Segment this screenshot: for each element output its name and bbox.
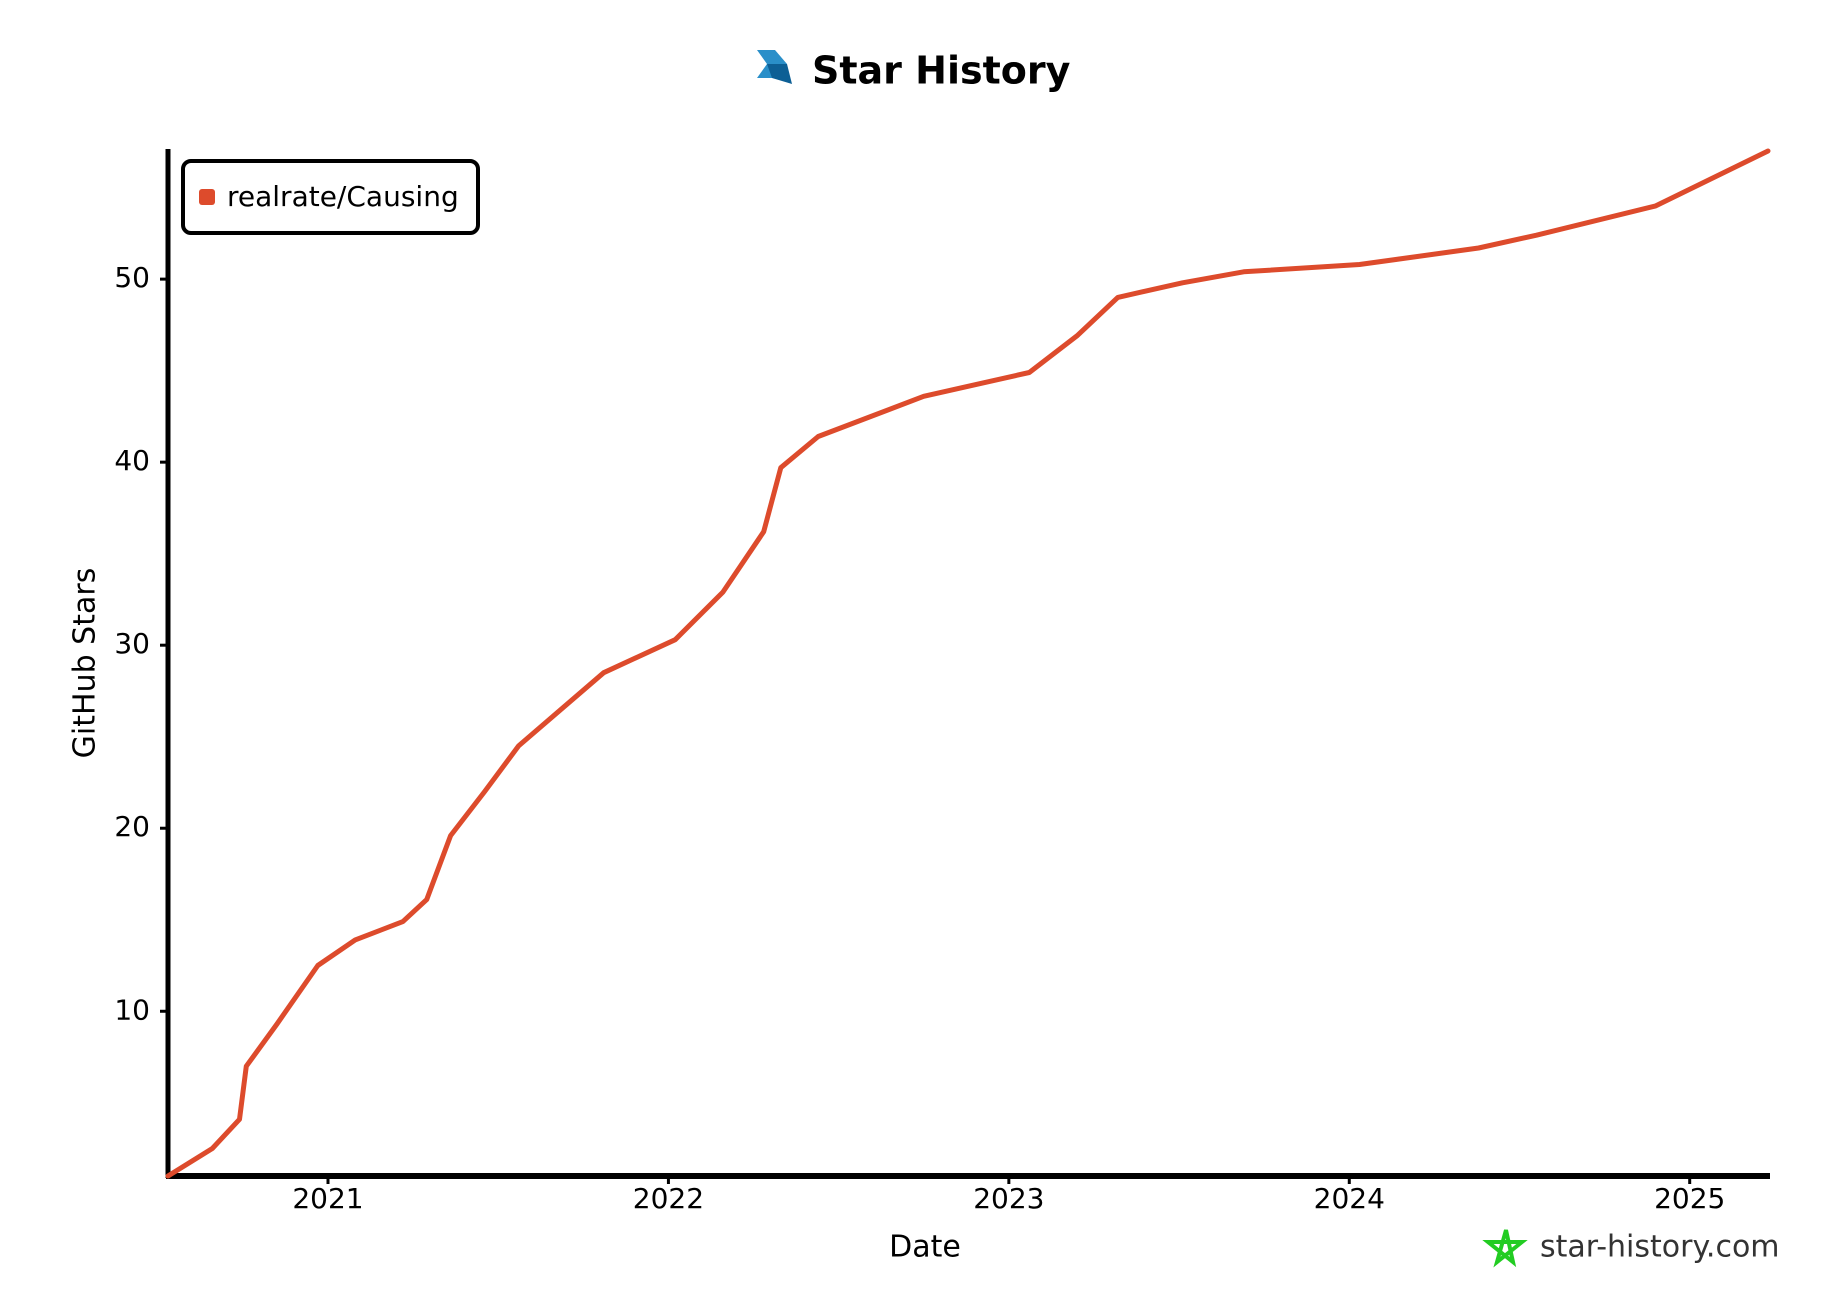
chart-title: Star History bbox=[812, 49, 1071, 93]
legend-box bbox=[181, 159, 480, 235]
line bbox=[165, 148, 1771, 1179]
x-tick-label: 2025 bbox=[1654, 1182, 1725, 1215]
legend-label: realrate/Causing bbox=[227, 180, 459, 213]
x-tick-label: 2021 bbox=[292, 1182, 363, 1215]
x-tick-label: 2024 bbox=[1314, 1182, 1385, 1215]
y-tick-label: 50 bbox=[114, 261, 150, 294]
y-tick-label: 30 bbox=[114, 627, 150, 660]
y-tick-label: 40 bbox=[114, 444, 150, 477]
y-axis-label: GitHub Stars bbox=[68, 568, 103, 759]
legend-swatch bbox=[199, 189, 215, 205]
logo bbox=[757, 50, 792, 84]
y-tick-label: 10 bbox=[114, 993, 150, 1026]
x-tick-label: 2023 bbox=[973, 1182, 1044, 1215]
watermark: star-history.com bbox=[1540, 1230, 1780, 1265]
watermark-icon bbox=[1482, 1229, 1528, 1268]
y-tick-label: 20 bbox=[114, 810, 150, 843]
x-axis-label: Date bbox=[889, 1230, 961, 1265]
x-tick-label: 2022 bbox=[633, 1182, 704, 1215]
